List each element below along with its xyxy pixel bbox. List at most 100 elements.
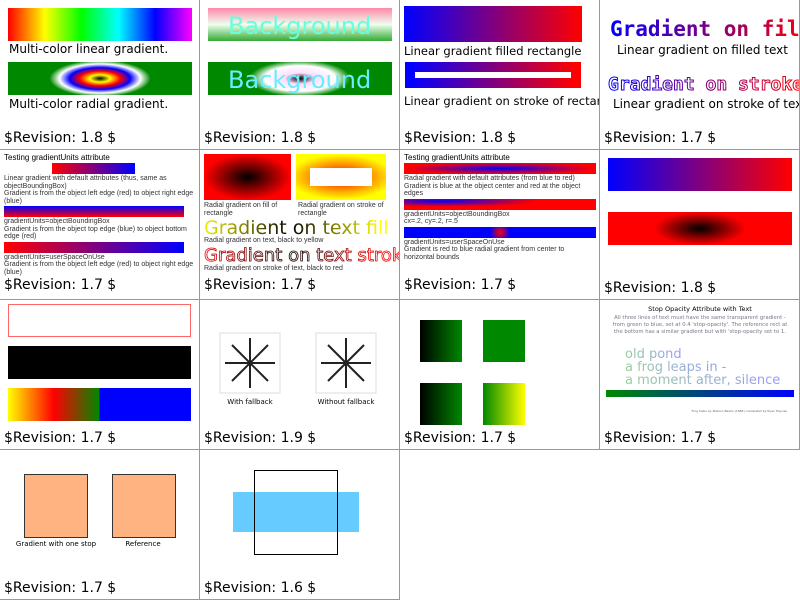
gradient-stroked-rect — [405, 62, 581, 88]
description: the bottom has a similar gradient but wi… — [614, 329, 786, 335]
gradient-rect — [208, 8, 392, 41]
haiku-line: a moment after, silence — [625, 373, 780, 388]
revision-label: $Revision: 1.6 $ — [204, 580, 316, 596]
revision-label: $Revision: 1.8 $ — [604, 280, 716, 296]
label: With fallback — [227, 398, 273, 406]
gradient-rect — [8, 388, 191, 421]
label: Gradient with one stop — [16, 540, 97, 548]
gradient-stroke-text: Gradient on stroke — [608, 74, 800, 95]
caption: Linear gradient on stroke of rectangle — [404, 94, 600, 108]
gradient-rect — [208, 62, 392, 95]
gradient-rect — [404, 226, 596, 238]
gradient-rect — [4, 206, 184, 217]
blue-rect — [233, 492, 359, 532]
gradient-square — [420, 383, 462, 425]
revision-label: $Revision: 1.8 $ — [404, 130, 516, 146]
haiku-line: a frog leaps in - — [625, 360, 727, 375]
caption: Radial gradient with default attributes … — [404, 175, 575, 182]
title: Stop Opacity Attribute with Text — [648, 305, 752, 313]
revision-label: $Revision: 1.8 $ — [204, 130, 316, 146]
caption: Gradient is blue at the object center an… — [404, 182, 581, 198]
test-cell-one-stop: Gradient with one stop Reference $Revisi… — [0, 450, 200, 600]
description: from green to blue, set at 0.4 'stop-opa… — [613, 322, 788, 328]
test-cell-fallback: With fallback Without fallback $Revision… — [200, 300, 400, 450]
test-cell-radial-fill-stroke: Gradient on text fill Gradient on text s… — [200, 150, 400, 300]
test-cell-linear-fill-stroke: Linear gradient filled rectangle Linear … — [400, 0, 600, 150]
label: Reference — [125, 540, 160, 548]
title: Testing gradientUnits attribute — [404, 153, 510, 162]
caption: Radial gradient on stroke of text, black… — [204, 265, 343, 272]
test-cell-linear-gradient-units: Testing gradientUnits attribute Linear g… — [0, 150, 200, 300]
caption: Gradient is red to blue radial gradient … — [404, 246, 565, 261]
test-cell-stops: $Revision: 1.7 $ — [0, 300, 200, 450]
gradient-filled-rect — [404, 6, 582, 42]
caption: gradientUnits=objectBoundingBox — [4, 218, 110, 225]
gradient-rect — [608, 212, 792, 245]
gradient-fill-text: Gradient on fill — [610, 17, 800, 41]
caption: Gradient is from the object left edge (r… — [4, 190, 194, 205]
green-square — [483, 320, 525, 362]
haiku-line: old pond — [625, 347, 682, 362]
gradient-fill-text: Gradient on text fill — [204, 217, 389, 239]
test-cell-background-gradients: Background Background $Revision: 1.8 $ — [200, 0, 400, 150]
caption: Multi-color radial gradient. — [9, 97, 168, 111]
caption: gradientUnits=userSpaceOnUse — [404, 238, 505, 246]
caption: gradientUnits=objectBoundingBox — [404, 210, 510, 218]
revision-label: $Revision: 1.7 $ — [404, 277, 517, 293]
radial-gradient-rect — [8, 62, 192, 95]
one-stop-gradient-square — [24, 474, 88, 538]
credit: Frog haiku by Matsuo Basho (1686), trans… — [692, 409, 788, 413]
revision-label: $Revision: 1.7 $ — [604, 130, 716, 146]
caption: Radial gradient on stroke of rectangle — [298, 202, 384, 217]
test-cell-gradient-rects: $Revision: 1.8 $ — [600, 150, 800, 300]
description: All three lines of text must have the sa… — [614, 315, 786, 321]
background-text: Background — [228, 12, 371, 40]
without-fallback-star — [315, 332, 377, 394]
caption: Multi-color linear gradient. — [9, 42, 168, 56]
title: Testing gradientUnits attribute — [4, 153, 110, 162]
black-rect — [8, 346, 191, 379]
revision-label: $Revision: 1.7 $ — [204, 277, 317, 293]
test-cell-stop-opacity-text: Stop Opacity Attribute with Text All thr… — [600, 300, 800, 450]
revision-label: $Revision: 1.7 $ — [4, 580, 116, 596]
test-cell-multicolor-gradients: Multi-color linear gradient. Multi-color… — [0, 0, 200, 150]
revision-label: $Revision: 1.9 $ — [204, 430, 316, 446]
revision-label: $Revision: 1.7 $ — [4, 277, 117, 293]
caption: Linear gradient on filled text — [617, 43, 788, 57]
reference-square — [112, 474, 176, 538]
gradient-square — [483, 383, 525, 425]
test-cell-bounding-box: $Revision: 1.6 $ — [200, 450, 400, 600]
gradient-rect — [404, 163, 596, 174]
revision-label: $Revision: 1.8 $ — [4, 130, 116, 146]
outline-rect — [254, 470, 338, 555]
radial-filled-rect — [204, 154, 291, 200]
empty-gradient-rect — [8, 304, 191, 337]
test-cell-radial-gradient-units: Testing gradientUnits attribute Radial g… — [400, 150, 600, 300]
caption: Radial gradient on fill of rectangle — [204, 202, 278, 217]
caption: Radial gradient on text, black to yellow — [204, 237, 324, 244]
caption: Gradient is from the object top edge (bl… — [4, 225, 187, 241]
gradient-rect — [608, 158, 792, 191]
caption: Linear gradient filled rectangle — [404, 44, 581, 58]
linear-gradient-rect — [8, 8, 192, 41]
caption: Linear gradient on stroke of text — [613, 97, 800, 111]
test-cell-gradient-squares: $Revision: 1.7 $ — [400, 300, 600, 450]
caption: Linear gradient with default attributes … — [4, 175, 167, 190]
gradient-square — [420, 320, 462, 362]
revision-label: $Revision: 1.7 $ — [604, 430, 716, 446]
gradient-rect — [404, 198, 596, 210]
revision-label: $Revision: 1.7 $ — [404, 430, 516, 446]
gradient-rect — [4, 241, 184, 253]
reference-rect — [606, 390, 794, 397]
caption: cx=.2, cy=.2, r=.5 — [404, 218, 458, 225]
revision-label: $Revision: 1.7 $ — [4, 430, 116, 446]
with-fallback-star — [219, 332, 281, 394]
test-cell-gradient-text: Gradient on fill Linear gradient on fill… — [600, 0, 800, 150]
gradient-rect — [52, 163, 135, 174]
label: Without fallback — [318, 398, 376, 406]
caption: Gradient is from the object left edge (r… — [4, 261, 194, 276]
radial-stroked-rect — [296, 154, 386, 200]
caption: gradientUnits=userSpaceOnUse — [4, 253, 105, 261]
gradient-stroke-text: Gradient on text stroke — [204, 245, 400, 266]
background-text: Background — [228, 66, 371, 94]
